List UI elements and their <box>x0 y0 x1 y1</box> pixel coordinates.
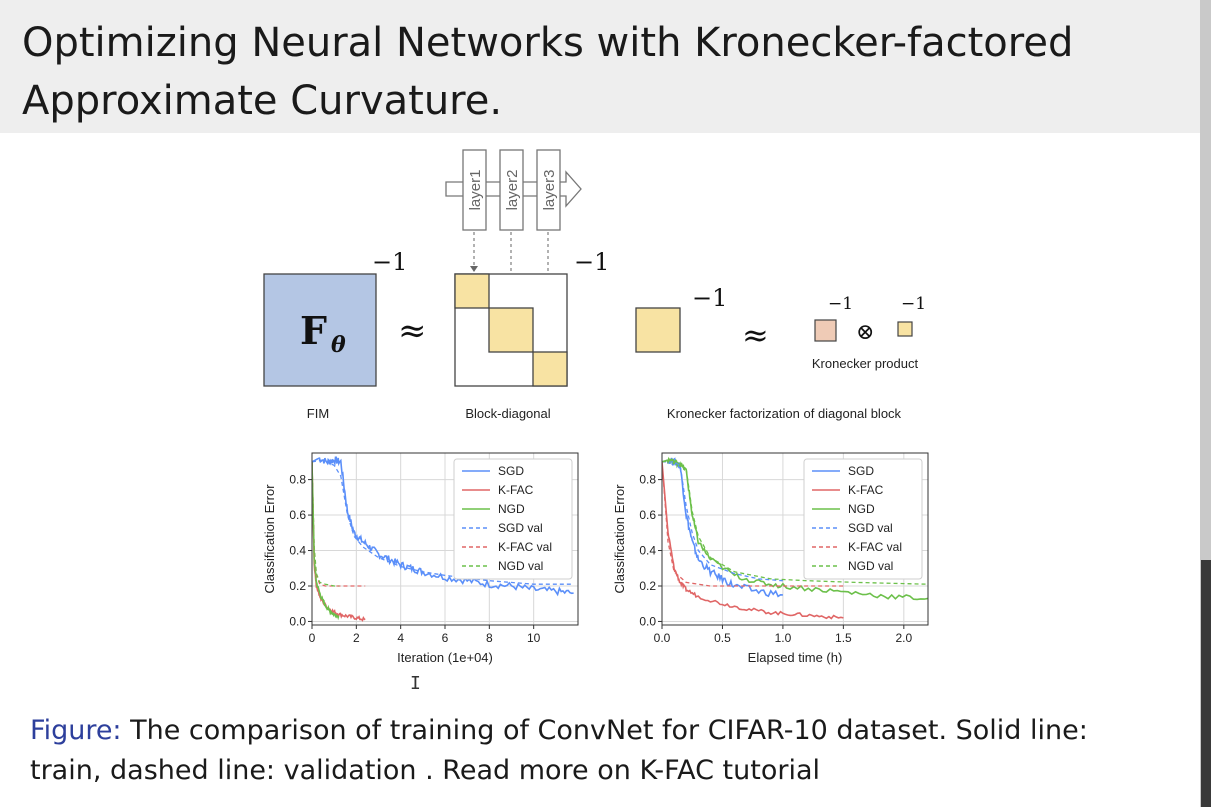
y-tick-label: 0.8 <box>289 473 306 487</box>
scrollbar-thumb[interactable] <box>1201 560 1211 807</box>
single-diagonal-block <box>635 307 681 353</box>
fim-label: FIM <box>307 406 329 421</box>
fim-matrix <box>263 273 377 387</box>
scrollbar[interactable] <box>1200 0 1211 807</box>
series-line-ngd-val <box>312 461 339 587</box>
series-group <box>312 456 574 622</box>
legend-entry: NGD val <box>498 559 543 573</box>
plot-frame <box>661 452 929 626</box>
y-tick-label: 0.0 <box>289 614 306 628</box>
layer-box-2: layer2 <box>499 149 524 231</box>
y-tick-label: 0.2 <box>639 579 656 593</box>
fim-symbol: F <box>300 308 327 353</box>
single-block-inverse: −1 <box>692 284 727 312</box>
layer-label-2: layer2 <box>504 170 521 211</box>
y-tick-label: 0.0 <box>639 614 656 628</box>
diagonal-block-1 <box>454 273 490 309</box>
y-tick-label: 0.6 <box>639 508 656 522</box>
iteration-error-chart: 0 2 4 6 8 10 0.0 0.2 0.4 0.6 0.8 Iteration (1e+04) C… <box>262 452 579 665</box>
series-line-k-fac-val <box>662 461 844 587</box>
series-line-k-fac-val <box>312 461 366 587</box>
legend-box <box>803 458 923 580</box>
block-diagonal-label: Block-diagonal <box>465 406 550 421</box>
kronecker-factorization-label: Kronecker factorization of diagonal bloc… <box>667 406 902 421</box>
series-line-k-fac <box>662 461 844 620</box>
x-tick-label: 6 <box>442 631 449 645</box>
text-cursor-icon: I <box>410 673 421 694</box>
legend-entry: NGD <box>848 502 875 516</box>
y-tick-label: 0.8 <box>639 473 656 487</box>
kronecker-right-inverse: −1 <box>901 294 926 314</box>
x-axis-label: Elapsed time (h) <box>748 650 843 665</box>
legend-entry: K-FAC val <box>848 540 902 554</box>
series-line-sgd-val <box>662 461 783 582</box>
diagonal-block-3 <box>532 351 568 387</box>
kronecker-product-label: Kronecker product <box>812 356 919 371</box>
layer-box-3: layer3 <box>536 149 561 231</box>
x-tick-label: 2.0 <box>895 631 912 645</box>
title-band: Optimizing Neural Networks with Kronecke… <box>0 0 1200 133</box>
x-axis-label: Iteration (1e+04) <box>397 650 493 665</box>
legend-entry: K-FAC <box>848 483 884 497</box>
x-tick-label: 10 <box>527 631 541 645</box>
slide-title: Optimizing Neural Networks with Kronecke… <box>22 14 1073 130</box>
kfac-diagram: layer1 layer2 layer3 F θ −1 ≈ −1 −1 ≈ −1… <box>263 149 926 421</box>
x-tick-label: 1.0 <box>775 631 792 645</box>
time-error-chart: 0.0 0.5 1.0 1.5 2.0 0.0 0.2 0.4 0.6 0.8 Elapsed ti… <box>612 452 929 665</box>
legend-entry: NGD val <box>848 559 893 573</box>
y-tick-label: 0.4 <box>639 544 656 558</box>
legend-box <box>453 458 573 580</box>
legend-entry: SGD val <box>848 521 893 535</box>
layer-label-1: layer1 <box>467 170 484 211</box>
figure-caption: Figure: The comparison of training of Co… <box>30 711 1088 791</box>
y-tick-label: 0.2 <box>289 579 306 593</box>
series-line-ngd <box>312 461 340 621</box>
x-tick-label: 0.5 <box>714 631 731 645</box>
approx-symbol-1: ≈ <box>398 311 427 351</box>
legend-entry: SGD <box>848 464 874 478</box>
x-tick-label: 1.5 <box>835 631 852 645</box>
y-axis-label: Classification Error <box>262 484 277 594</box>
series-line-sgd <box>312 456 574 597</box>
kronecker-factor-left <box>814 319 837 342</box>
slide-title-line2: Approximate Curvature. <box>22 78 503 124</box>
layer-box-1: layer1 <box>462 149 487 231</box>
y-tick-label: 0.4 <box>289 544 306 558</box>
legend-entry: SGD <box>498 464 524 478</box>
x-tick-label: 4 <box>397 631 404 645</box>
legend-entry: K-FAC <box>498 483 534 497</box>
approx-symbol-2: ≈ <box>742 316 769 354</box>
series-line-ngd-val <box>662 459 928 585</box>
series-line-ngd <box>662 456 928 601</box>
legend-entry: K-FAC val <box>498 540 552 554</box>
caption-line2: train, dashed line: validation . Read mo… <box>30 755 821 786</box>
diagonal-block-2 <box>488 307 534 353</box>
y-axis-label: Classification Error <box>612 484 627 594</box>
x-tick-label: 0 <box>309 631 316 645</box>
x-tick-label: 0.0 <box>654 631 671 645</box>
block-inverse: −1 <box>574 248 609 276</box>
caption-line1: The comparison of training of ConvNet fo… <box>121 715 1088 746</box>
series-group <box>662 456 928 620</box>
series-line-sgd <box>662 457 783 598</box>
slide-title-line1: Optimizing Neural Networks with Kronecke… <box>22 20 1074 66</box>
kronecker-left-inverse: −1 <box>828 294 853 314</box>
legend-entry: SGD val <box>498 521 543 535</box>
fim-subscript: θ <box>331 332 346 358</box>
x-tick-label: 2 <box>353 631 360 645</box>
y-tick-label: 0.6 <box>289 508 306 522</box>
otimes-symbol: ⊗ <box>856 320 874 345</box>
series-line-sgd-val <box>312 459 574 585</box>
x-tick-label: 8 <box>486 631 493 645</box>
kronecker-factor-right <box>897 321 913 337</box>
fim-inverse: −1 <box>372 248 407 276</box>
layer-label-3: layer3 <box>541 170 558 211</box>
legend-entry: NGD <box>498 502 525 516</box>
caption-label: Figure: <box>30 715 122 746</box>
